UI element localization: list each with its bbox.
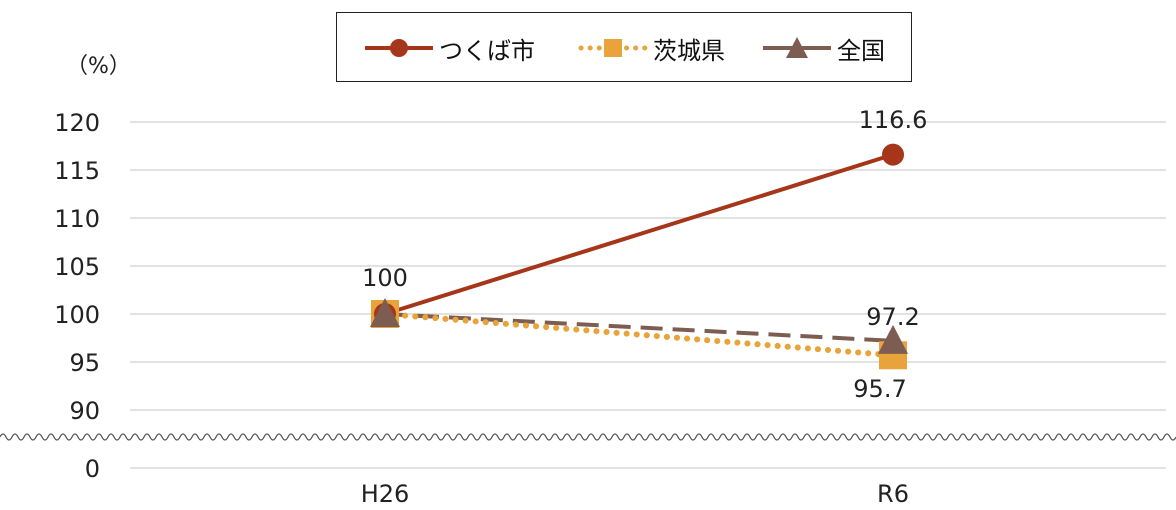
legend-item-ibaraki: 茨城県 bbox=[577, 13, 725, 83]
axis-break-line bbox=[0, 433, 1176, 441]
x-tick-label-H26: H26 bbox=[361, 480, 410, 508]
legend-swatch-national bbox=[763, 37, 831, 58]
y-tick-label-110: 110 bbox=[54, 205, 100, 233]
y-tick-label-105: 105 bbox=[54, 253, 100, 281]
legend-swatch-ibaraki bbox=[578, 39, 649, 57]
y-tick-label-90: 90 bbox=[69, 397, 100, 425]
series-line-2 bbox=[384, 312, 894, 343]
y-tick-label-100: 100 bbox=[54, 301, 100, 329]
y-tick-label-0: 0 bbox=[85, 455, 100, 483]
x-tick-label-R6: R6 bbox=[877, 480, 909, 508]
legend-label-national: 全国 bbox=[837, 36, 885, 65]
data-label-0-0: 100 bbox=[362, 264, 408, 292]
legend-item-national: 全国 bbox=[761, 13, 885, 83]
marker-2-0 bbox=[370, 298, 400, 327]
legend: つくば市 茨城県 全国 bbox=[336, 12, 912, 82]
series-line-1 bbox=[382, 311, 896, 359]
y-unit-label: （%） bbox=[66, 54, 131, 79]
data-label-2-1: 97.2 bbox=[866, 303, 919, 331]
y-tick-label-120: 120 bbox=[54, 109, 100, 137]
y-tick-label-115: 115 bbox=[54, 157, 100, 185]
data-label-0-1: 116.6 bbox=[859, 106, 928, 134]
series-line-0 bbox=[384, 152, 894, 316]
marker-0-1 bbox=[882, 143, 904, 166]
marker-2-1 bbox=[878, 324, 908, 354]
legend-swatch-tsukuba bbox=[365, 39, 433, 57]
legend-item-tsukuba: つくば市 bbox=[363, 13, 535, 83]
y-tick-label-95: 95 bbox=[69, 349, 100, 377]
legend-label-ibaraki: 茨城県 bbox=[653, 36, 725, 65]
legend-label-tsukuba: つくば市 bbox=[439, 36, 535, 65]
data-label-1-1: 95.7 bbox=[853, 375, 906, 403]
